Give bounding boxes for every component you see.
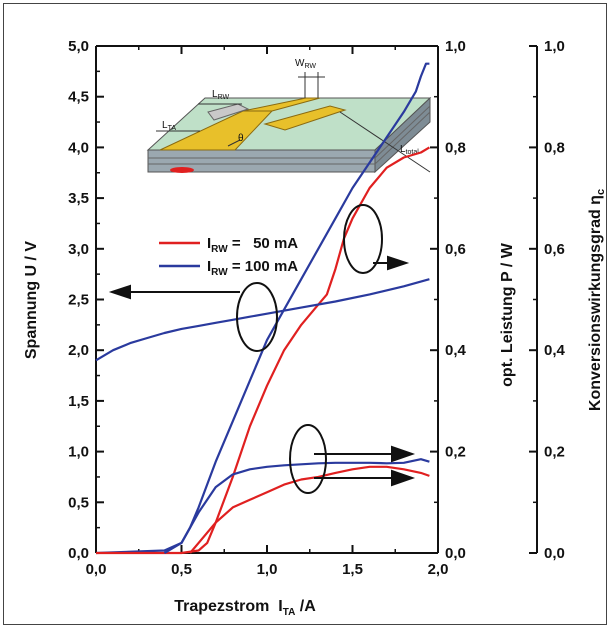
y-mid-tick-label: 0,8 [445,139,466,156]
annotations [108,204,416,494]
y-mid-tick-label: 0,4 [445,342,467,359]
y-left-tick-label: 0,0 [68,545,89,562]
y-mid-tick-label: 0,6 [445,241,466,258]
legend: IRW = 50 mA IRW = 100 mA [159,235,298,278]
inset-ltotal-label: Ltotal [400,144,419,156]
annotation-arrowhead-eff-2 [391,469,416,487]
y-right-axis-label: Konversionswirkungsgrad ηc [587,189,607,411]
x-tick-label: 0,5 [171,561,192,578]
y-right-tick-label: 0,6 [544,241,565,258]
y-right-tick-label: 0,2 [544,444,565,461]
y-left-tick-label: 3,5 [68,190,89,207]
annotation-arrowhead-power [387,255,410,271]
inset-w-label: WRW [295,58,316,70]
annotation-ellipse-efficiency [289,424,327,494]
y-left-tick-label: 5,0 [68,38,89,55]
x-tick-label: 1,5 [342,561,363,578]
x-tick-label: 1,0 [257,561,278,578]
y-right-tick-label: 0,0 [544,545,565,562]
legend-label-50ma: IRW = 50 mA [207,235,298,255]
annotation-arrowhead-left [108,284,131,300]
x-tick-label: 0,0 [86,561,107,578]
y-left-tick-label: 4,0 [68,139,89,156]
axis-ticks: 0,0 0,5 1,0 1,5 2,00,00,51,01,52,02,53,03,54… [68,38,565,578]
annotation-ellipse-power [343,204,383,274]
y-mid-tick-label: 0,0 [445,545,466,562]
y-right-tick-label: 0,4 [544,342,566,359]
inset-lta-label: LTA [162,120,176,132]
inset-theta-label: θ [238,133,244,144]
y-mid-tick-label: 1,0 [445,38,466,55]
y-left-tick-label: 3,0 [68,241,89,258]
y-left-tick-label: 4,5 [68,89,89,106]
y-right-tick-label: 1,0 [544,38,565,55]
laser-schematic-inset: WRW LRW LTA θ Ltotal [146,58,432,174]
y-left-tick-label: 0,5 [68,494,89,511]
x-axis-label: Trapezstrom ITA /A [174,598,316,618]
inset-lrw-label: LRW [212,89,229,101]
y-right-tick-label: 0,8 [544,139,565,156]
y-left-tick-label: 1,5 [68,393,89,410]
x-tick-label: 2,0 [428,561,449,578]
y-left-tick-label: 2,0 [68,342,89,359]
chart-frame [3,3,607,625]
data-series [95,62,430,555]
series-line-konversion-50-ma [189,465,430,554]
y-mid-axis-label: opt. Leistung P / W [499,242,516,387]
y-left-tick-label: 1,0 [68,444,89,461]
series-line-spannung-100-ma [95,278,430,362]
legend-label-100ma: IRW = 100 mA [207,258,298,278]
annotation-ellipse-voltage [236,282,278,352]
y-left-axis-label: Spannung U / V [23,241,40,360]
annotation-arrowhead-eff-1 [391,445,416,463]
y-left-tick-label: 2,5 [68,292,89,309]
y-mid-tick-label: 0,2 [445,444,466,461]
series-line-i-rw-50-ma [96,146,430,555]
series-line-konversion-100-ma [163,458,430,554]
